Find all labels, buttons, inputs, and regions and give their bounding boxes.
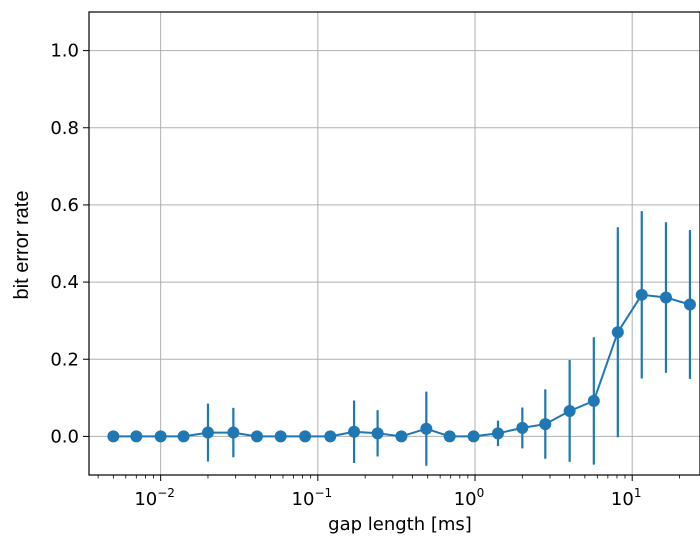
error-bars [206, 211, 692, 466]
data-point [395, 430, 408, 443]
y-tick-label: 0.8 [50, 118, 79, 139]
data-point [539, 418, 552, 431]
data-point [683, 298, 696, 311]
grid [89, 12, 700, 475]
data-point [324, 430, 337, 443]
data-point [227, 426, 240, 439]
y-axis-label: bit error rate [11, 191, 33, 300]
data-point [154, 430, 167, 443]
axis-ticks [83, 50, 680, 481]
data-point [587, 394, 600, 407]
x-tick-label: 10−2 [134, 486, 175, 510]
data-point [177, 430, 190, 443]
series-line [113, 293, 691, 438]
data-point [611, 326, 624, 339]
y-tick-label: 1.0 [50, 41, 79, 62]
data-point [201, 426, 214, 439]
axes-frame [88, 11, 700, 476]
data-point [443, 430, 456, 443]
x-tick-label: 101 [611, 486, 642, 510]
data-point [420, 422, 433, 435]
data-point [635, 288, 648, 301]
y-tick-label: 0.6 [50, 195, 79, 216]
data-point [467, 430, 480, 443]
x-axis-label: gap length [ms] [328, 514, 472, 535]
data-point [348, 425, 361, 438]
data-point [274, 430, 287, 443]
data-point [299, 430, 312, 443]
x-tick-labels: 10−2 10−1 100 101 [134, 486, 641, 510]
x-tick-label: 10−1 [292, 486, 333, 510]
data-point [563, 404, 576, 417]
y-tick-labels: 0.0 0.2 0.4 0.6 0.8 1.0 [50, 41, 79, 448]
data-points [107, 288, 696, 443]
x-tick-label: 100 [454, 486, 485, 510]
data-point [250, 430, 263, 443]
y-tick-label: 0.2 [50, 349, 79, 370]
data-point [371, 427, 384, 440]
data-point [107, 430, 120, 443]
data-point [659, 291, 672, 304]
y-tick-label: 0.0 [50, 426, 79, 447]
data-point [130, 430, 143, 443]
data-point [491, 427, 504, 440]
data-point [516, 421, 529, 434]
y-tick-label: 0.4 [50, 272, 79, 293]
